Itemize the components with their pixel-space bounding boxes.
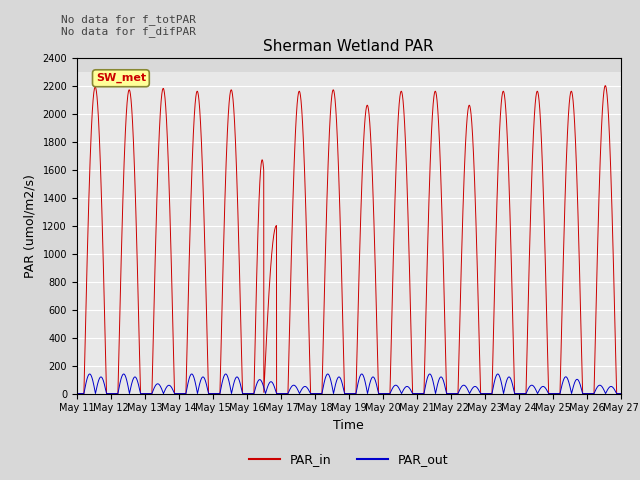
X-axis label: Time: Time (333, 419, 364, 432)
Y-axis label: PAR (umol/m2/s): PAR (umol/m2/s) (24, 174, 36, 277)
Bar (77, 58, 621, 72)
Legend: PAR_in, PAR_out: PAR_in, PAR_out (244, 448, 454, 471)
Text: SW_met: SW_met (96, 73, 146, 84)
Text: No data for f_totPAR: No data for f_totPAR (61, 13, 196, 24)
Title: Sherman Wetland PAR: Sherman Wetland PAR (264, 39, 434, 54)
Text: No data for f_difPAR: No data for f_difPAR (61, 25, 196, 36)
